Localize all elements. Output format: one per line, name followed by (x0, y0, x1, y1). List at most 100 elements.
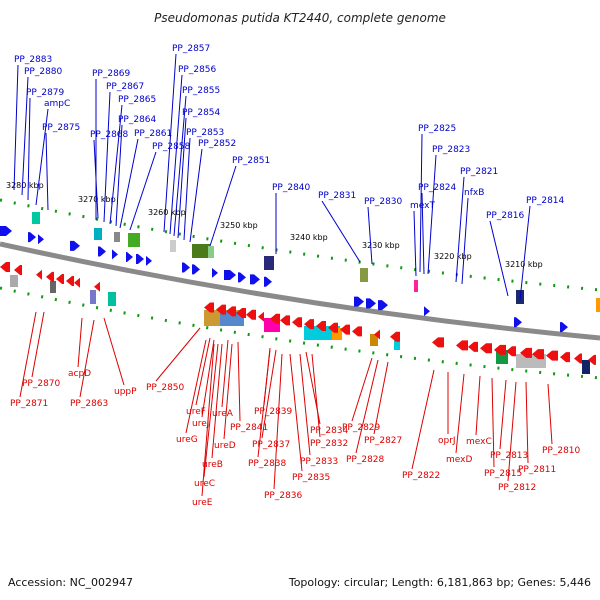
reverse-gene-arrow[interactable] (304, 319, 314, 330)
gene-label-top[interactable]: PP_2816 (486, 211, 525, 221)
reverse-gene-arrow[interactable] (480, 343, 492, 354)
forward-gene-arrow[interactable] (98, 246, 106, 257)
gene-label-bottom[interactable]: PP_2837 (252, 440, 290, 450)
gene-label-top[interactable]: PP_2831 (318, 191, 356, 201)
gene-label-top[interactable]: mexT (410, 201, 435, 211)
forward-gene-arrow[interactable] (238, 272, 246, 283)
reverse-gene-arrow[interactable] (0, 262, 10, 272)
reverse-gene-arrow[interactable] (280, 315, 290, 326)
forward-gene-arrow[interactable] (182, 262, 190, 273)
gene-label-top[interactable]: PP_2830 (364, 197, 403, 207)
gene-label-top[interactable]: PP_2852 (198, 139, 236, 149)
gene-label-top[interactable]: PP_2857 (172, 44, 210, 54)
reverse-gene-arrow[interactable] (520, 347, 532, 358)
gene-label-top[interactable]: PP_2867 (106, 82, 144, 92)
reverse-gene-arrow[interactable] (328, 322, 338, 333)
gene-label-top[interactable]: PP_2825 (418, 124, 456, 134)
gene-label-top[interactable]: PP_2840 (272, 183, 311, 193)
reverse-gene-arrow[interactable] (468, 341, 478, 352)
gene-label-top[interactable]: PP_2824 (418, 183, 457, 193)
reverse-gene-arrow[interactable] (374, 329, 380, 340)
reverse-gene-arrow[interactable] (456, 340, 468, 351)
feature-block[interactable] (94, 228, 102, 240)
gene-label-top[interactable]: PP_2858 (152, 142, 191, 152)
gene-label-bottom[interactable]: PP_2870 (22, 379, 61, 389)
reverse-gene-arrow[interactable] (432, 337, 444, 348)
gene-label-bottom[interactable]: PP_2811 (518, 465, 556, 475)
gene-label-bottom[interactable]: ureJ (192, 419, 209, 429)
gene-label-top[interactable]: PP_2869 (92, 69, 131, 79)
forward-gene-arrow[interactable] (264, 276, 272, 287)
forward-gene-arrow[interactable] (28, 232, 36, 243)
forward-gene-arrow[interactable] (70, 240, 80, 251)
reverse-gene-arrow[interactable] (74, 277, 80, 288)
reverse-gene-arrow[interactable] (226, 306, 236, 317)
feature-block[interactable] (414, 280, 418, 292)
forward-gene-arrow[interactable] (212, 267, 218, 278)
feature-block[interactable] (108, 292, 116, 306)
gene-label-bottom[interactable]: PP_2827 (364, 436, 402, 446)
reverse-gene-arrow[interactable] (14, 265, 22, 276)
forward-gene-arrow[interactable] (192, 264, 200, 275)
feature-block[interactable] (192, 244, 210, 258)
forward-gene-arrow[interactable] (146, 255, 152, 266)
reverse-gene-arrow[interactable] (588, 354, 596, 365)
forward-gene-arrow[interactable] (38, 234, 44, 245)
gene-label-bottom[interactable]: PP_2828 (346, 455, 385, 465)
reverse-gene-arrow[interactable] (494, 344, 506, 355)
reverse-gene-arrow[interactable] (46, 271, 54, 282)
gene-label-bottom[interactable]: ureA (212, 409, 234, 419)
forward-gene-arrow[interactable] (378, 300, 388, 311)
gene-label-top[interactable]: nfxB (464, 188, 484, 198)
gene-label-top[interactable]: PP_2855 (182, 86, 220, 96)
gene-label-bottom[interactable]: PP_2871 (10, 399, 48, 409)
gene-label-bottom[interactable]: PP_2815 (484, 469, 522, 479)
gene-label-bottom[interactable]: PP_2863 (70, 399, 108, 409)
gene-label-top[interactable]: PP_2879 (26, 88, 65, 98)
feature-block[interactable] (332, 328, 342, 340)
gene-label-bottom[interactable]: PP_2836 (264, 491, 303, 501)
reverse-gene-arrow[interactable] (236, 308, 246, 319)
gene-label-bottom[interactable]: ureB (202, 460, 223, 470)
reverse-gene-arrow[interactable] (270, 313, 280, 324)
reverse-gene-arrow[interactable] (574, 353, 582, 364)
reverse-gene-arrow[interactable] (246, 309, 256, 320)
gene-label-bottom[interactable]: PP_2829 (342, 423, 381, 433)
gene-label-top[interactable]: PP_2814 (526, 196, 565, 206)
feature-block[interactable] (394, 338, 400, 350)
reverse-gene-arrow[interactable] (352, 326, 362, 337)
gene-label-bottom[interactable]: mexD (446, 455, 472, 465)
gene-label-bottom[interactable]: PP_2812 (498, 483, 536, 493)
reverse-gene-arrow[interactable] (56, 273, 64, 284)
gene-label-top[interactable]: PP_2856 (178, 65, 217, 75)
feature-block[interactable] (264, 256, 274, 270)
reverse-gene-arrow[interactable] (340, 324, 350, 335)
reverse-gene-arrow[interactable] (506, 346, 516, 357)
gene-label-top[interactable]: PP_2875 (42, 123, 80, 133)
gene-label-bottom[interactable]: PP_2822 (402, 471, 440, 481)
reverse-gene-arrow[interactable] (36, 269, 42, 280)
feature-block[interactable] (596, 298, 600, 312)
gene-label-top[interactable]: PP_2851 (232, 156, 270, 166)
gene-label-bottom[interactable]: mexC (466, 437, 492, 447)
reverse-gene-arrow[interactable] (204, 302, 214, 313)
gene-label-bottom[interactable]: PP_2838 (248, 459, 287, 469)
reverse-gene-arrow[interactable] (292, 317, 302, 328)
reverse-gene-arrow[interactable] (316, 320, 326, 331)
forward-gene-arrow[interactable] (126, 252, 133, 263)
forward-gene-arrow[interactable] (560, 322, 568, 333)
gene-label-top[interactable]: PP_2821 (460, 167, 498, 177)
feature-block[interactable] (50, 281, 56, 293)
feature-block[interactable] (208, 246, 214, 258)
forward-gene-arrow[interactable] (0, 226, 12, 236)
gene-label-bottom[interactable]: ureF (186, 407, 206, 417)
gene-label-bottom[interactable]: ureE (192, 498, 213, 508)
feature-block[interactable] (114, 232, 120, 242)
feature-block[interactable] (32, 212, 40, 224)
forward-gene-arrow[interactable] (250, 274, 260, 285)
feature-block[interactable] (360, 268, 368, 282)
reverse-gene-arrow[interactable] (66, 276, 74, 287)
gene-label-bottom[interactable]: PP_2810 (542, 446, 581, 456)
forward-gene-arrow[interactable] (354, 296, 364, 307)
gene-label-bottom[interactable]: ureG (176, 435, 198, 445)
